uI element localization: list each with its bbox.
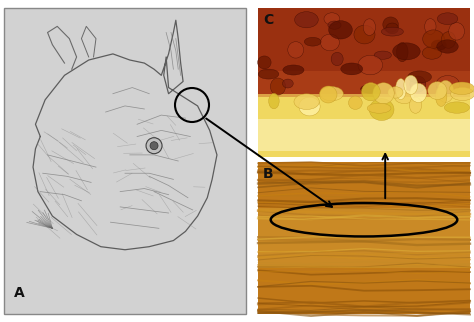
Ellipse shape — [428, 82, 447, 99]
Ellipse shape — [320, 34, 339, 51]
Text: C: C — [263, 13, 273, 27]
Ellipse shape — [396, 43, 408, 62]
Ellipse shape — [404, 75, 418, 95]
Ellipse shape — [299, 97, 320, 116]
Bar — [258, 162, 470, 314]
Circle shape — [150, 142, 158, 150]
Bar — [258, 8, 470, 97]
Ellipse shape — [383, 17, 399, 32]
Ellipse shape — [449, 82, 474, 95]
Ellipse shape — [331, 52, 343, 66]
Ellipse shape — [394, 90, 414, 104]
Ellipse shape — [438, 13, 458, 24]
Ellipse shape — [392, 43, 420, 60]
Ellipse shape — [283, 79, 293, 88]
Ellipse shape — [444, 102, 470, 113]
Ellipse shape — [288, 42, 304, 58]
Ellipse shape — [283, 65, 304, 75]
Ellipse shape — [374, 51, 392, 59]
Text: B: B — [263, 167, 273, 181]
Ellipse shape — [258, 69, 279, 79]
Ellipse shape — [373, 83, 394, 104]
Ellipse shape — [382, 27, 403, 36]
Ellipse shape — [257, 56, 271, 69]
Ellipse shape — [410, 83, 427, 102]
Ellipse shape — [386, 23, 399, 34]
Ellipse shape — [270, 78, 286, 95]
Ellipse shape — [388, 87, 403, 98]
Ellipse shape — [437, 40, 458, 53]
Ellipse shape — [324, 13, 340, 25]
Ellipse shape — [431, 40, 447, 50]
Bar — [258, 71, 470, 97]
Ellipse shape — [410, 76, 426, 92]
Ellipse shape — [328, 21, 341, 29]
Ellipse shape — [369, 99, 394, 120]
Ellipse shape — [422, 47, 442, 59]
Ellipse shape — [341, 63, 363, 75]
Ellipse shape — [425, 19, 436, 34]
Ellipse shape — [304, 37, 321, 46]
Ellipse shape — [319, 86, 337, 103]
Ellipse shape — [320, 87, 343, 101]
Ellipse shape — [367, 103, 391, 113]
Text: A: A — [14, 286, 25, 300]
Ellipse shape — [441, 32, 456, 48]
Ellipse shape — [269, 93, 279, 109]
Ellipse shape — [348, 96, 362, 109]
Ellipse shape — [436, 87, 447, 106]
Ellipse shape — [423, 30, 445, 48]
Ellipse shape — [361, 85, 379, 93]
Bar — [258, 208, 470, 269]
Ellipse shape — [438, 80, 454, 102]
Ellipse shape — [362, 83, 380, 101]
Ellipse shape — [358, 55, 383, 75]
Ellipse shape — [328, 21, 352, 39]
Ellipse shape — [354, 25, 375, 44]
Ellipse shape — [451, 88, 474, 100]
Bar — [4, 8, 246, 314]
Ellipse shape — [436, 76, 459, 94]
Ellipse shape — [363, 19, 375, 35]
Ellipse shape — [408, 71, 431, 83]
Circle shape — [146, 138, 162, 154]
Ellipse shape — [395, 79, 406, 99]
Ellipse shape — [449, 23, 465, 40]
Ellipse shape — [294, 94, 319, 109]
Ellipse shape — [295, 12, 318, 28]
Ellipse shape — [410, 97, 422, 113]
Bar — [258, 119, 470, 151]
Bar — [258, 94, 470, 157]
